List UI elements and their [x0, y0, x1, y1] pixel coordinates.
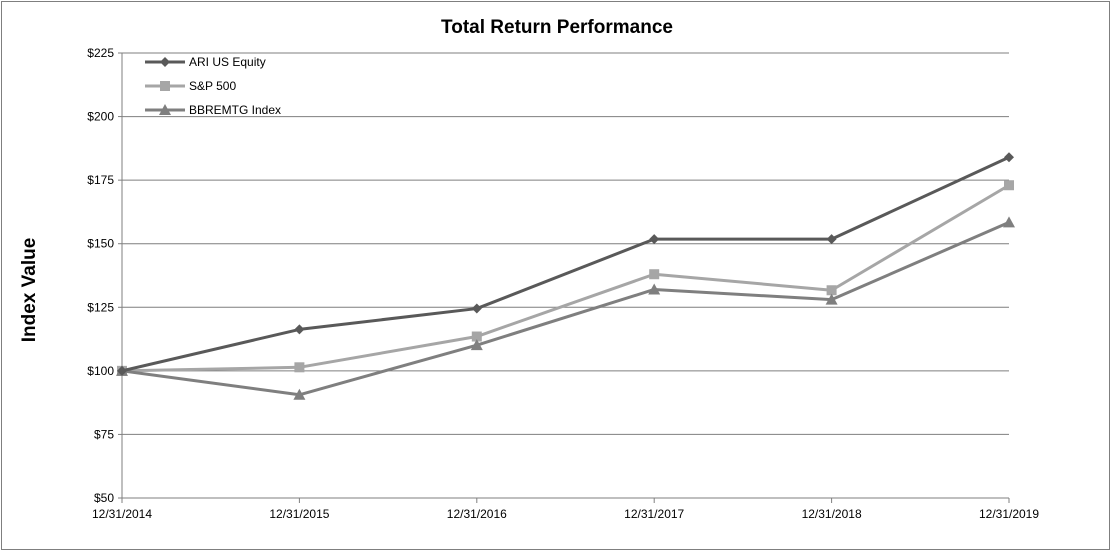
data-point-diamond [471, 303, 482, 314]
y-tick-label: $150 [87, 237, 114, 251]
chart-title: Total Return Performance [441, 17, 673, 38]
data-point-triangle [470, 339, 483, 351]
legend-label: BBREMTG Index [189, 103, 281, 117]
y-tick-label: $225 [87, 46, 114, 60]
x-tick-label: 12/31/2015 [269, 507, 329, 521]
data-point-triangle [293, 388, 306, 400]
data-point-square [294, 362, 305, 373]
x-tick-label: 12/31/2019 [979, 507, 1039, 521]
legend: ARI US Equity S&P 500 BBREMTG Index [145, 55, 281, 117]
y-tick-label: $75 [94, 427, 114, 441]
data-point-diamond [160, 57, 170, 67]
data-point-diamond [649, 234, 660, 245]
data-point-diamond [117, 365, 127, 376]
series-line [121, 220, 1010, 397]
legend-label: ARI US Equity [189, 55, 266, 69]
y-tick-label: $200 [87, 110, 114, 124]
series-line [121, 183, 1010, 373]
y-tick-label: $125 [87, 300, 114, 314]
data-point-square [649, 269, 660, 280]
data-point-triangle [648, 283, 661, 295]
data-point-square [471, 331, 482, 342]
data-point-square [826, 285, 837, 296]
data-point-diamond [826, 234, 837, 245]
gridlines [122, 52, 1009, 435]
axes [118, 52, 1010, 503]
data-point-square [160, 81, 170, 91]
legend-item: S&P 500 [145, 79, 236, 93]
data-point-square [1004, 180, 1014, 191]
y-tick-label: $175 [87, 173, 114, 187]
series-ari-us-equity [117, 152, 1014, 376]
y-tick-label: $100 [87, 364, 114, 378]
data-point-diamond [294, 324, 305, 335]
legend-item: ARI US Equity [145, 55, 266, 69]
x-tick-label: 12/31/2018 [802, 507, 862, 521]
series-group [116, 152, 1015, 400]
data-point-triangle [825, 293, 838, 305]
legend-label: S&P 500 [189, 79, 236, 93]
legend-item: BBREMTG Index [145, 103, 281, 117]
data-point-triangle [159, 104, 171, 115]
x-tick-label: 12/31/2014 [92, 507, 152, 521]
y-tick-label: $50 [94, 491, 114, 505]
y-tick-labels: $50 $75 $100 $125 $150 $175 $200 $225 [87, 46, 114, 505]
data-point-diamond [1004, 152, 1014, 163]
x-tick-labels: 12/31/2014 12/31/2015 12/31/2016 12/31/2017… [92, 507, 1039, 521]
data-point-triangle [1003, 216, 1015, 228]
x-tick-label: 12/31/2017 [624, 507, 684, 521]
y-axis-label: Index Value [19, 238, 40, 343]
series-line [121, 155, 1010, 373]
x-tick-label: 12/31/2016 [447, 507, 507, 521]
series-bbremtg-index [116, 216, 1015, 400]
